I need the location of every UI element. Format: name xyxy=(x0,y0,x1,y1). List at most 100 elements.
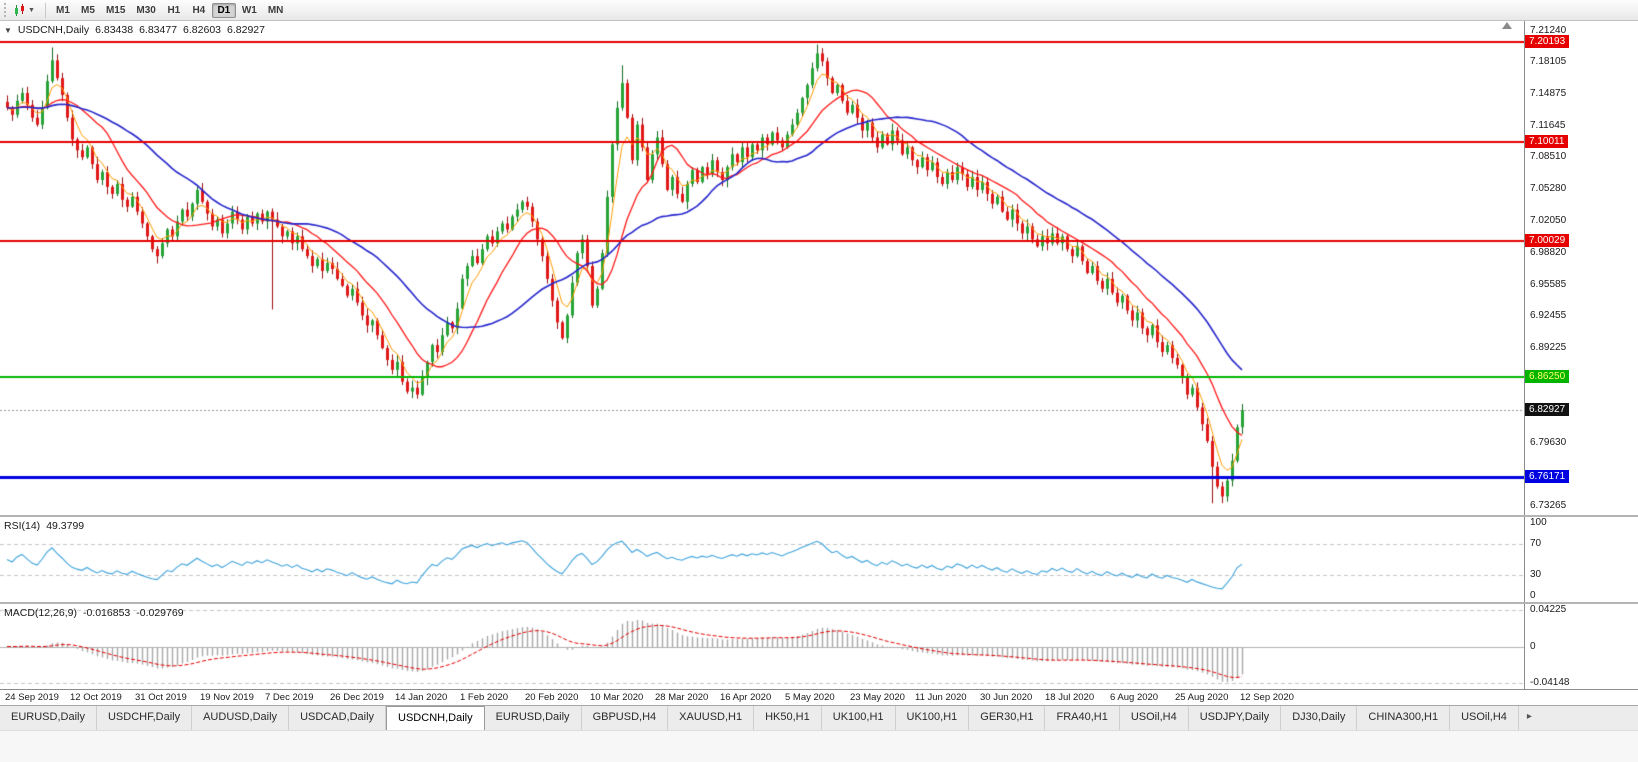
chart-tab-fra40-h1[interactable]: FRA40,H1 xyxy=(1045,706,1120,730)
rsi-axis-label: 70 xyxy=(1530,537,1542,549)
date-axis-label: 14 Jan 2020 xyxy=(395,692,448,703)
price-chart-canvas[interactable] xyxy=(0,21,1524,515)
toolbar-separator xyxy=(44,2,46,18)
chart-tabs-bar: EURUSD,Daily USDCHF,Daily AUDUSD,Daily USDC… xyxy=(0,705,1638,730)
one-click-trading-icon[interactable]: ▼ xyxy=(4,25,12,35)
macd-signal-value: -0.029769 xyxy=(136,607,184,619)
chart-tab-hk50-h1[interactable]: HK50,H1 xyxy=(754,706,822,730)
price-axis-label: 7.14875 xyxy=(1530,88,1567,100)
price-axis-label: 7.21240 xyxy=(1530,25,1567,37)
date-axis-label: 31 Oct 2019 xyxy=(135,692,187,703)
price-axis-label: 7.18105 xyxy=(1530,56,1567,68)
chart-type-dropdown-icon[interactable]: ▼ xyxy=(28,6,35,14)
tab-scroll-right-button[interactable]: ▸ xyxy=(1526,711,1532,722)
chart-ohlc-header: ▼ USDCNH,Daily 6.83438 6.83477 6.82603 6… xyxy=(4,24,265,36)
chart-tab-eurusd-daily[interactable]: EURUSD,Daily xyxy=(0,706,97,730)
date-axis-label: 16 Apr 2020 xyxy=(720,692,772,703)
macd-header: MACD(12,26,9) -0.016853 -0.029769 xyxy=(4,607,184,619)
macd-axis-label: 0 xyxy=(1530,640,1536,652)
chart-tab-ger30-h1[interactable]: GER30,H1 xyxy=(969,706,1046,730)
macd-canvas[interactable] xyxy=(0,604,1524,689)
ohlc-open-value: 6.83438 xyxy=(95,24,134,36)
chart-tab-list: EURUSD,Daily USDCHF,Daily AUDUSD,Daily USDC… xyxy=(0,706,1519,730)
timeframe-button-m5[interactable]: M5 xyxy=(80,4,95,16)
price-axis-label: 7.02050 xyxy=(1530,215,1567,227)
date-axis-label: 24 Sep 2019 xyxy=(5,692,59,703)
timeframe-toolbar: ▼ M1 M5 M15 M30 H1 H4 D1 W1 MN xyxy=(0,0,1638,21)
ohlc-high-value: 6.83477 xyxy=(139,24,178,36)
chart-tab-usoil-h4[interactable]: USOil,H4 xyxy=(1119,706,1189,730)
price-axis-label: 6.89225 xyxy=(1530,341,1567,353)
panel-splitter[interactable] xyxy=(0,602,1638,604)
status-bar xyxy=(0,730,1638,762)
chart-tab-uk100-h1[interactable]: UK100,H1 xyxy=(895,706,970,730)
rsi-indicator-panel: RSI(14) 49.3799 100 70 30 0 xyxy=(0,517,1638,602)
date-axis-label: 20 Feb 2020 xyxy=(525,692,579,703)
rsi-canvas[interactable] xyxy=(0,517,1524,602)
date-axis[interactable]: 24 Sep 2019 12 Oct 2019 31 Oct 2019 19 Nov … xyxy=(0,689,1638,705)
timeframe-button-m1[interactable]: M1 xyxy=(55,4,70,16)
price-badge: 7.10011 xyxy=(1525,135,1569,149)
chart-tab-xauusd-h1[interactable]: XAUUSD,H1 xyxy=(668,706,755,730)
chart-tab-gbpusd-h4[interactable]: GBPUSD,H4 xyxy=(581,706,669,730)
timeframe-button-m15[interactable]: M15 xyxy=(105,4,126,16)
date-axis-label: 12 Oct 2019 xyxy=(70,692,122,703)
date-axis-label: 5 May 2020 xyxy=(785,692,835,703)
chart-shift-marker-icon[interactable] xyxy=(1502,22,1512,29)
timeframe-button-m30[interactable]: M30 xyxy=(136,4,156,16)
chart-tab-usdcnh-daily[interactable]: USDCNH,Daily xyxy=(386,706,485,730)
timeframe-button-h4[interactable]: H4 xyxy=(192,4,206,16)
price-axis-label: 7.05280 xyxy=(1530,183,1567,195)
rsi-value: 49.3799 xyxy=(46,520,85,532)
macd-label: MACD(12,26,9) xyxy=(4,607,77,619)
timeframe-button-mn[interactable]: MN xyxy=(267,4,284,16)
axis-column-separator xyxy=(1524,21,1525,705)
rsi-axis: 100 70 30 0 xyxy=(1524,517,1638,602)
date-axis-label: 11 Jun 2020 xyxy=(915,692,967,703)
candlestick-chart-icon[interactable] xyxy=(13,3,26,17)
chart-tab-audusd-daily[interactable]: AUDUSD,Daily xyxy=(192,706,290,730)
date-axis-label: 23 May 2020 xyxy=(850,692,905,703)
price-axis-label: 6.73265 xyxy=(1530,499,1567,511)
chart-tab-eurusd-daily[interactable]: EURUSD,Daily xyxy=(484,706,582,730)
toolbar-grip[interactable] xyxy=(4,3,9,17)
chart-tab-usoil-h4[interactable]: USOil,H4 xyxy=(1450,706,1519,730)
price-axis-label: 6.98820 xyxy=(1530,246,1567,258)
date-axis-label: 30 Jun 2020 xyxy=(980,692,1033,703)
chart-tab-usdcad-daily[interactable]: USDCAD,Daily xyxy=(289,706,387,730)
price-badge: 6.82927 xyxy=(1525,403,1570,417)
price-badge: 6.86250 xyxy=(1525,370,1570,384)
rsi-label: RSI(14) xyxy=(4,520,41,532)
timeframe-button-h1[interactable]: H1 xyxy=(167,4,181,16)
rsi-axis-label: 0 xyxy=(1530,590,1536,601)
date-axis-label: 18 Jul 2020 xyxy=(1045,692,1095,703)
chart-tab-china300-h1[interactable]: CHINA300,H1 xyxy=(1357,706,1451,730)
date-axis-label: 25 Aug 2020 xyxy=(1175,692,1229,703)
price-axis-label: 7.08510 xyxy=(1530,151,1567,163)
date-axis-label: 12 Sep 2020 xyxy=(1240,692,1294,703)
macd-main-value: -0.016853 xyxy=(82,607,131,619)
price-badge: 6.76171 xyxy=(1525,469,1570,483)
rsi-axis-label: 100 xyxy=(1530,517,1547,528)
date-axis-label: 1 Feb 2020 xyxy=(460,692,509,703)
rsi-axis-label: 30 xyxy=(1530,569,1542,581)
date-axis-label: 19 Nov 2019 xyxy=(200,692,254,703)
macd-axis-label: -0.04148 xyxy=(1530,677,1570,688)
date-axis-label: 6 Aug 2020 xyxy=(1110,692,1159,703)
macd-indicator-panel: MACD(12,26,9) -0.016853 -0.029769 0.0422… xyxy=(0,604,1638,689)
chart-tab-uk100-h1[interactable]: UK100,H1 xyxy=(821,706,896,730)
date-axis-label: 10 Mar 2020 xyxy=(590,692,644,703)
macd-axis-label: 0.04225 xyxy=(1530,604,1567,615)
chart-symbol-label: USDCNH,Daily xyxy=(17,24,90,36)
rsi-header: RSI(14) 49.3799 xyxy=(4,520,84,532)
timeframe-button-w1[interactable]: W1 xyxy=(241,4,257,16)
panel-splitter[interactable] xyxy=(0,515,1638,517)
ohlc-low-value: 6.82603 xyxy=(183,24,222,36)
date-axis-label: 26 Dec 2019 xyxy=(330,692,384,703)
chart-tab-usdchf-daily[interactable]: USDCHF,Daily xyxy=(96,706,193,730)
price-badge: 7.20193 xyxy=(1525,34,1570,48)
timeframe-button-d1[interactable]: D1 xyxy=(211,2,236,18)
timeframe-button-group: M1 M5 M15 M30 H1 H4 D1 W1 MN xyxy=(51,2,288,18)
chart-tab-dj30-daily[interactable]: DJ30,Daily xyxy=(1281,706,1358,730)
chart-tab-usdjpy-daily[interactable]: USDJPY,Daily xyxy=(1188,706,1282,730)
